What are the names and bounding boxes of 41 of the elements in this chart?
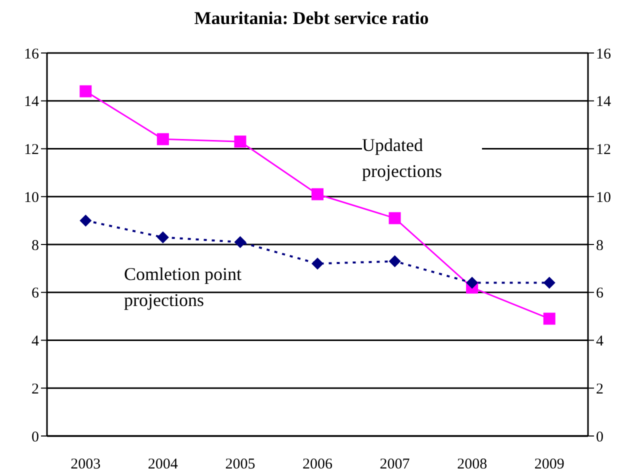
y2-tick-label: 14 <box>596 94 612 110</box>
chart-title: Mauritania: Debt service ratio <box>193 8 430 29</box>
point <box>234 236 246 248</box>
point <box>234 136 246 148</box>
point <box>80 214 92 227</box>
y-tick-label: 14 <box>24 94 40 110</box>
x-tick-label: 2007 <box>380 456 410 472</box>
y2-tick-label: 8 <box>596 238 604 254</box>
y-tick-label: 16 <box>24 46 40 62</box>
series-label: Updated projections <box>362 132 482 184</box>
y-tick-label: 2 <box>32 381 39 398</box>
y2-tick-label: 10 <box>596 190 611 206</box>
x-tick-label: 2003 <box>70 456 101 472</box>
y2-tick-label: 0 <box>596 429 604 446</box>
y-tick-label: 0 <box>32 429 39 446</box>
point <box>156 231 169 244</box>
point <box>388 255 401 268</box>
y-tick-label: 4 <box>32 334 40 350</box>
y-tick-label: 12 <box>24 142 39 158</box>
x-tick-label: 2005 <box>225 456 256 472</box>
point <box>312 258 324 270</box>
series-label: Comletion point projections <box>124 263 243 312</box>
x-tick-label: 2006 <box>302 456 333 472</box>
y-tick-label: 6 <box>32 286 40 302</box>
x-tick-label: 2004 <box>148 456 178 472</box>
y2-tick-label: 2 <box>596 381 604 398</box>
point <box>156 133 169 146</box>
point <box>543 312 556 325</box>
point <box>80 85 92 98</box>
y2-tick-label: 6 <box>596 286 604 302</box>
y-tick-label: 8 <box>32 238 39 254</box>
x-tick-label: 2008 <box>457 456 488 472</box>
point <box>466 276 478 289</box>
y2-tick-label: 16 <box>596 46 612 62</box>
point <box>543 276 556 289</box>
y2-tick-label: 12 <box>596 142 611 158</box>
point <box>388 212 401 224</box>
y2-tick-label: 4 <box>596 334 604 350</box>
point <box>312 188 324 200</box>
x-tick-label: 2009 <box>534 456 564 472</box>
y-tick-label: 10 <box>24 190 39 206</box>
